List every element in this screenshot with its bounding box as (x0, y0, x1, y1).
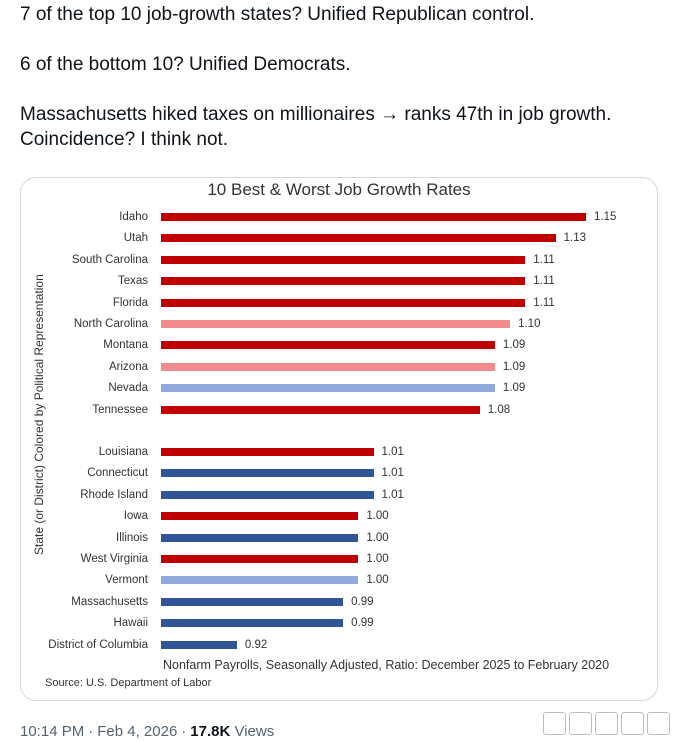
tweet-line-2: 6 of the bottom 10? Unified Democrats. (20, 54, 351, 75)
value-label: 1.13 (563, 232, 587, 245)
value-label: 1.10 (518, 318, 541, 330)
state-label: Utah (123, 232, 148, 245)
value-label: 0.99 (351, 595, 374, 608)
state-label: Connecticut (87, 467, 148, 480)
missing-glyph-icon (647, 712, 670, 735)
tweet-text: 7 of the top 10 job-growth states? Unifi… (20, 2, 660, 152)
state-label: Iowa (123, 510, 148, 523)
state-label: Montana (103, 339, 148, 352)
bar-massachusetts (161, 597, 344, 606)
chart-image[interactable]: 10 Best & Worst Job Growth Rates State (… (20, 177, 658, 701)
state-label: North Carolina (73, 318, 148, 330)
state-label: Massachusetts (71, 595, 148, 608)
views-count: 17.8K (190, 723, 231, 740)
bar-illinois (161, 533, 359, 542)
tweet-line-3: Massachusetts hiked taxes on millionaire… (20, 104, 612, 125)
value-label: 1.08 (487, 403, 511, 416)
missing-glyph-icon (543, 712, 566, 735)
tweet-line-1: 7 of the top 10 job-growth states? Unifi… (20, 4, 535, 25)
bar-north-carolina (161, 320, 511, 328)
tweet-date[interactable]: Feb 4, 2026 (97, 723, 178, 740)
tweet-line-4: Coincidence? I think not. (20, 129, 229, 150)
bar-montana (161, 341, 495, 350)
missing-glyph-icon (621, 712, 644, 735)
value-label: 1.09 (502, 360, 526, 373)
value-label: 0.92 (244, 638, 268, 651)
value-label: 1.00 (366, 574, 389, 587)
bar-hawaii (161, 619, 344, 628)
value-label: 1.11 (533, 253, 555, 266)
value-label: 1.01 (381, 467, 404, 480)
state-label: Idaho (119, 211, 148, 223)
state-label: Arizona (109, 360, 148, 373)
bar-nevada (161, 384, 495, 393)
chart-title: 10 Best & Worst Job Growth Rates (207, 180, 471, 199)
bar-tennessee (161, 405, 480, 414)
separator-dot: · (88, 723, 94, 740)
bar-south-carolina (161, 255, 526, 264)
state-label: South Carolina (71, 253, 148, 266)
bar-louisiana (161, 448, 374, 456)
bar-district-of-columbia (161, 640, 237, 649)
bar-connecticut (161, 469, 374, 478)
separator-dot: · (181, 723, 187, 740)
tweet-time[interactable]: 10:14 PM (20, 723, 85, 740)
value-label: 1.11 (533, 296, 555, 309)
y-axis-title: State (or District) Colored by Political… (32, 274, 46, 555)
value-label: 0.99 (351, 617, 374, 630)
state-label: Nevada (108, 382, 148, 395)
bar-vermont (161, 576, 359, 585)
value-label: 1.09 (502, 339, 526, 352)
state-label: Illinois (116, 531, 148, 544)
missing-glyph-icon (569, 712, 592, 735)
missing-glyph-boxes (543, 712, 670, 735)
value-label: 1.15 (594, 211, 617, 223)
state-label: Vermont (105, 574, 148, 587)
chart-source: Source: U.S. Department of Labor (45, 677, 212, 689)
missing-glyph-icon (595, 712, 618, 735)
bar-idaho (161, 213, 586, 221)
bar-arizona (161, 362, 495, 371)
value-label: 1.00 (366, 553, 389, 565)
views-label: Views (234, 723, 275, 740)
state-label: District of Columbia (48, 638, 148, 651)
value-label: 1.11 (533, 275, 555, 288)
state-label: Tennessee (92, 403, 148, 416)
bar-texas (161, 277, 526, 286)
state-label: Rhode Island (80, 488, 148, 501)
bar-florida (161, 298, 526, 307)
value-label: 1.01 (381, 488, 404, 501)
value-label: 1.00 (366, 531, 389, 544)
bar-rhode-island (161, 490, 374, 499)
state-label: West Virginia (80, 553, 148, 565)
state-label: Texas (117, 275, 148, 288)
bar-west-virginia (161, 555, 359, 563)
bar-iowa (161, 512, 359, 521)
state-label: Hawaii (113, 617, 148, 630)
state-label: Louisiana (98, 446, 148, 458)
tweet-meta: 10:14 PM · Feb 4, 2026 · 17.8K Views (20, 723, 274, 740)
x-axis-note: Nonfarm Payrolls, Seasonally Adjusted, R… (163, 658, 610, 672)
bar-utah (161, 234, 556, 243)
value-label: 1.01 (381, 446, 404, 458)
state-label: Florida (112, 296, 148, 309)
value-label: 1.00 (366, 510, 389, 523)
value-label: 1.09 (502, 382, 526, 395)
